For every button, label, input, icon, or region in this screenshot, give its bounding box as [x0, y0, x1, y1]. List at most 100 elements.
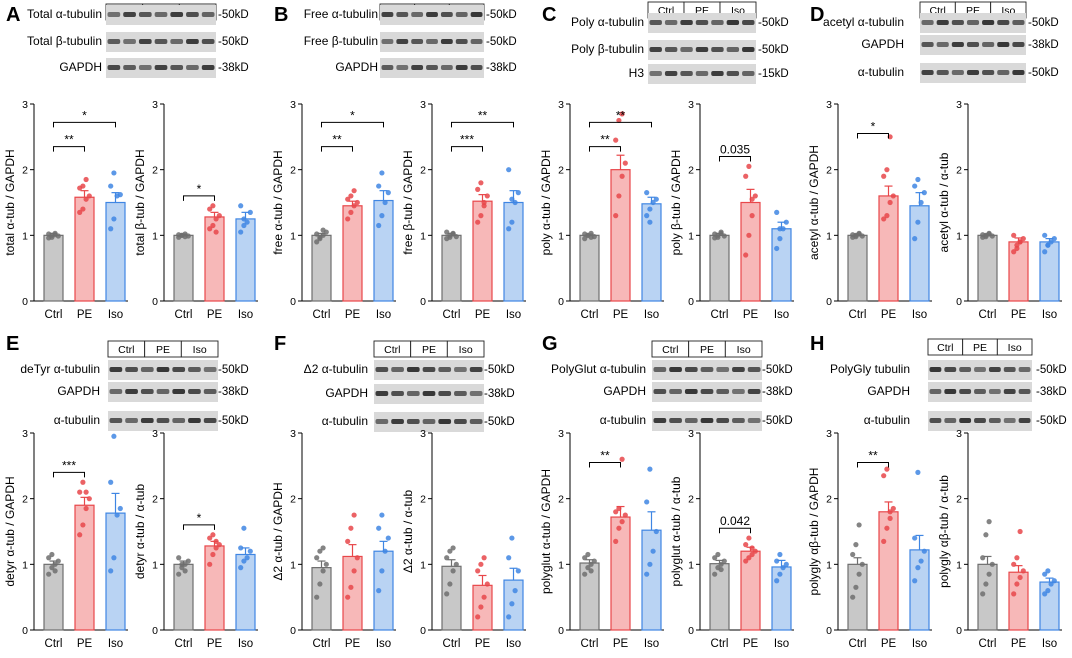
- blot-band: [921, 42, 934, 47]
- blot-band: [107, 39, 121, 44]
- data-point: [484, 581, 490, 587]
- panel-G: G Ctrl PE Iso PolyGlut α-tubulin -50kD GAPDH -3…: [542, 333, 793, 431]
- y-tick-label: 0: [22, 296, 28, 308]
- data-point: [1048, 581, 1054, 587]
- data-point: [444, 591, 450, 597]
- significance-label: **: [616, 108, 626, 122]
- data-point: [1020, 568, 1026, 574]
- data-point: [354, 555, 360, 561]
- blot-label: α-tubulin: [54, 413, 100, 427]
- mw-marker: -38kD: [1036, 386, 1067, 398]
- data-point: [616, 117, 622, 124]
- y-axis-label: polygly αβ-tub / α-tub: [937, 475, 951, 588]
- mw-marker: -50kD: [486, 36, 517, 48]
- data-point: [244, 555, 250, 561]
- data-point: [46, 571, 52, 577]
- lane-header-box: [180, 340, 219, 358]
- blot-label: Free β-tubulin: [304, 34, 378, 48]
- data-point: [351, 568, 357, 574]
- data-point: [743, 558, 749, 564]
- data-point: [185, 558, 191, 564]
- category-label: Iso: [108, 309, 123, 321]
- panel-letter: B: [274, 4, 288, 26]
- data-point: [622, 160, 628, 166]
- data-point: [749, 213, 755, 219]
- data-point: [1017, 574, 1023, 581]
- blot-band: [742, 47, 755, 52]
- data-point: [989, 561, 995, 567]
- data-point: [774, 209, 780, 215]
- y-tick-label: 1: [420, 559, 426, 571]
- data-point: [1017, 528, 1023, 535]
- y-axis-label: free α-tub / GAPDH: [271, 150, 285, 254]
- data-point: [345, 538, 351, 544]
- data-point: [379, 568, 385, 574]
- data-point: [447, 234, 453, 240]
- blot-label: GAPDH: [325, 386, 368, 400]
- data-point: [213, 229, 219, 235]
- data-point: [890, 505, 896, 512]
- blot-band: [454, 391, 467, 396]
- data-point: [213, 545, 219, 551]
- blot-band: [944, 389, 957, 394]
- data-point: [80, 479, 86, 485]
- data-point: [912, 535, 918, 541]
- mw-marker: -38kD: [484, 388, 515, 400]
- y-tick-label: 0: [558, 296, 564, 308]
- category-label: Ctrl: [175, 309, 193, 321]
- data-point: [182, 568, 188, 574]
- y-tick-label: 3: [290, 428, 296, 440]
- category-label: Iso: [912, 309, 927, 321]
- data-point: [52, 232, 58, 238]
- category-label: PE: [1011, 638, 1027, 650]
- mw-marker: -50kD: [762, 364, 793, 376]
- blot-label: Poly β-tubulin: [571, 42, 644, 56]
- data-point: [743, 252, 749, 258]
- data-point: [320, 545, 326, 551]
- data-point: [853, 234, 859, 240]
- blot-band: [123, 39, 136, 44]
- data-point: [379, 213, 385, 219]
- category-label: Ctrl: [175, 638, 193, 650]
- y-tick-label: 3: [290, 99, 296, 111]
- data-point: [884, 466, 890, 472]
- blot-band: [109, 367, 123, 372]
- data-point: [379, 512, 385, 518]
- data-point: [749, 196, 755, 202]
- blot-band: [1003, 418, 1016, 423]
- category-label: Iso: [376, 309, 391, 321]
- y-axis-label: total β-tub / GAPDH: [133, 149, 147, 255]
- y-tick-label: 3: [22, 99, 28, 111]
- bar-pe: [204, 545, 225, 631]
- category-label: PE: [475, 638, 491, 650]
- blot-band: [125, 389, 138, 394]
- blot-band: [747, 389, 761, 394]
- y-tick-label: 1: [290, 230, 296, 242]
- y-axis-label: detyr α-tub / GAPDH: [3, 476, 17, 586]
- mw-marker: -38kD: [762, 386, 793, 398]
- data-point: [746, 535, 752, 541]
- blot-band: [396, 12, 409, 17]
- data-point: [1042, 232, 1048, 238]
- y-tick-label: 3: [826, 99, 832, 111]
- data-point: [783, 561, 789, 567]
- blot-band: [997, 42, 1010, 47]
- blot-band: [732, 418, 745, 423]
- blot-band: [695, 20, 709, 25]
- data-point: [52, 568, 58, 574]
- blot-band: [406, 391, 420, 396]
- blot-band: [966, 70, 980, 75]
- data-point: [314, 239, 320, 245]
- data-point: [588, 568, 594, 574]
- blot-band: [426, 12, 438, 17]
- data-point: [376, 183, 382, 189]
- significance-bracket: [183, 195, 215, 201]
- data-point: [887, 509, 893, 515]
- blot-label: PolyGlut α-tubulin: [551, 362, 646, 376]
- data-point: [210, 551, 216, 558]
- bar-pe: [610, 169, 631, 302]
- data-point: [506, 226, 512, 232]
- blot-band: [726, 20, 740, 25]
- blot-band: [974, 367, 986, 372]
